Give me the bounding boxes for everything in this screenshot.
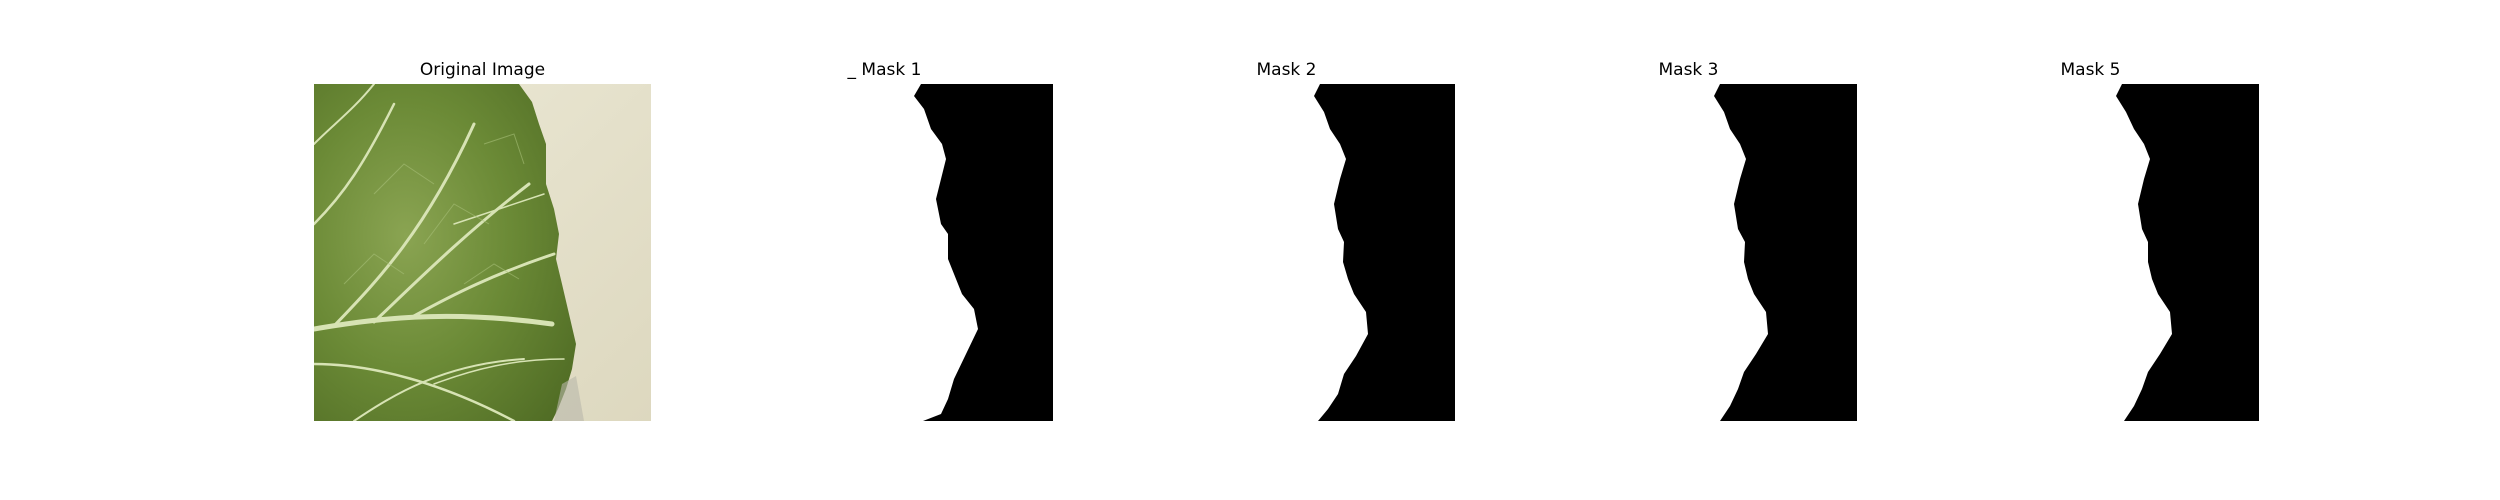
mask-2-panel <box>1118 84 1455 421</box>
original-image-panel <box>314 84 651 421</box>
mask-3-panel <box>1520 84 1857 421</box>
mask-2-image <box>1118 84 1455 421</box>
mask-1-panel <box>716 84 1053 421</box>
panel-title-mask-1: _ Mask 1 <box>847 60 922 80</box>
mask-5-image <box>1922 84 2259 421</box>
panel-title-mask-2: Mask 2 <box>1256 60 1317 80</box>
panel-title-original: Original Image <box>419 60 546 80</box>
panel-title-mask-3: Mask 3 <box>1658 60 1719 80</box>
panel-title-mask-5: Mask 5 <box>2060 60 2121 80</box>
leaf-photo-image <box>314 84 651 421</box>
mask-5-panel <box>1922 84 2259 421</box>
mask-1-image <box>716 84 1053 421</box>
mask-3-image <box>1520 84 1857 421</box>
